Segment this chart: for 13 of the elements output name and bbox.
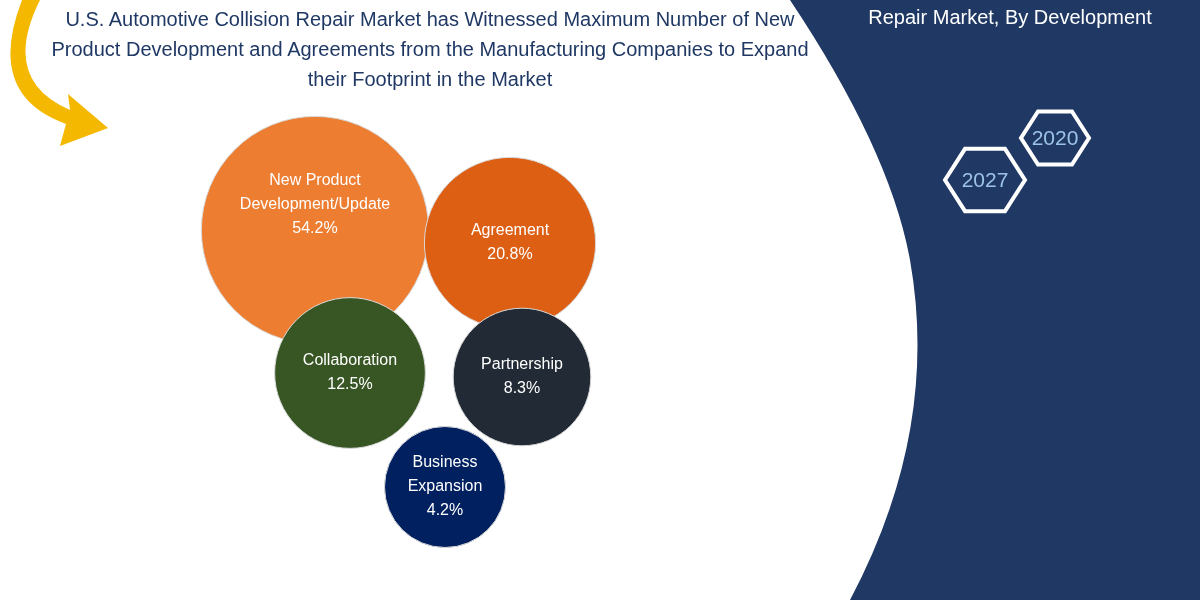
data-label: 8.3%	[503, 379, 541, 397]
data-label: 4.2%	[426, 501, 464, 519]
category-label: Partnership	[481, 355, 564, 373]
data-label: 12.5%	[327, 375, 373, 393]
data-label: 20.8%	[487, 245, 533, 263]
category-label: New Product Development/Update	[239, 171, 391, 213]
data-label: 54.2%	[292, 219, 338, 237]
text: U.S. Automotive Collision Repair Market has Witnessed Maximum Number of New Product Development and Agreements from the Manufacturing Companies to Expand their Footprint in the Market	[50, 7, 810, 92]
category-label: Agreement	[470, 221, 550, 239]
category-label: Collaboration	[302, 351, 398, 369]
text: Repair Market, By Development	[867, 6, 1153, 29]
category-label: Business Expansion	[407, 453, 483, 495]
hexagon-icons: 2020 2027	[930, 100, 1100, 230]
